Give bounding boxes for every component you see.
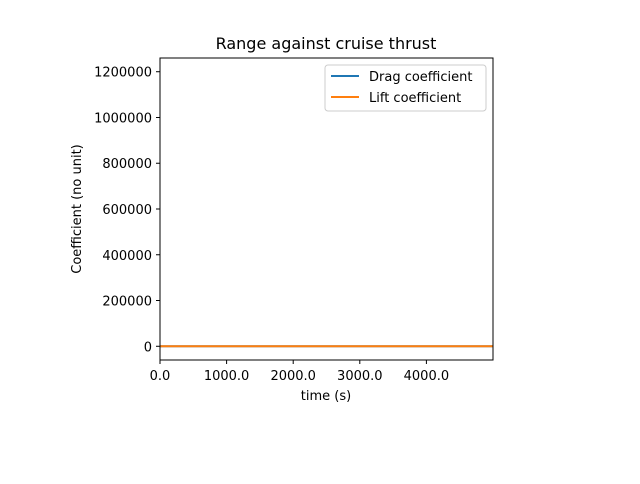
legend-label-lift-coefficient: Lift coefficient [369, 91, 461, 106]
x-tick-label: 0.0 [150, 369, 171, 384]
y-axis-label: Coefficient (no unit) [70, 144, 85, 273]
y-tick-label: 0 [144, 340, 152, 355]
legend-box [324, 64, 487, 112]
y-tick-label: 1200000 [94, 66, 152, 81]
y-tick-label: 1000000 [94, 111, 152, 126]
plot-frame [159, 57, 494, 361]
legend-label-drag-coefficient: Drag coefficient [369, 70, 472, 85]
x-tick-label: 2000.0 [270, 369, 316, 384]
y-tick-label: 200000 [102, 295, 152, 310]
y-tick-label: 600000 [102, 203, 152, 218]
x-axis: 0.0 1000.0 2000.0 3000.0 4000.0 [150, 360, 449, 384]
y-axis: 0 200000 400000 600000 800000 1000000 1200000 [94, 66, 160, 355]
chart-title: Range against cruise thrust [216, 34, 437, 53]
x-tick-label: 3000.0 [337, 369, 383, 384]
legend: Drag coefficient Lift coefficient [324, 64, 487, 112]
y-tick-label: 800000 [102, 157, 152, 172]
x-tick-label: 4000.0 [404, 369, 450, 384]
y-tick-label: 400000 [102, 249, 152, 264]
x-tick-label: 1000.0 [204, 369, 250, 384]
x-axis-label: time (s) [301, 389, 351, 404]
